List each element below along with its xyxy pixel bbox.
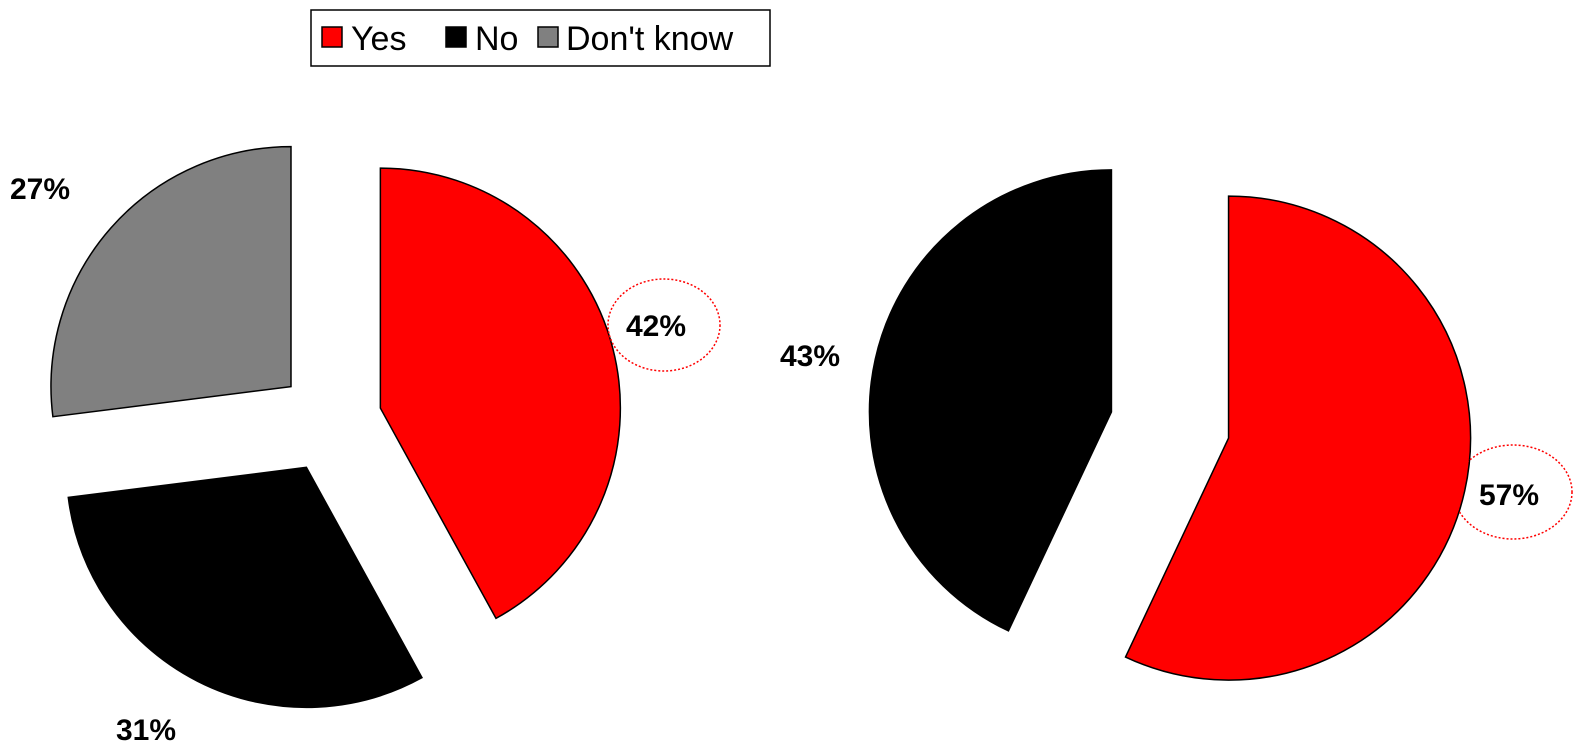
legend-swatch-no: [445, 26, 467, 48]
legend-swatch-dont-know: [537, 26, 559, 48]
legend-swatch-yes: [321, 26, 343, 48]
legend: Yes No Don't know: [310, 9, 771, 67]
pie2-slice-yes: [1124, 195, 1472, 681]
pie1-slice-dont-know: [50, 145, 292, 418]
pie1-highlight-circle: [607, 278, 721, 372]
pie2-highlight-circle: [1453, 444, 1573, 540]
pie2-slice-no: [868, 169, 1113, 632]
pie2-label-yes: 57%: [1479, 479, 1539, 512]
legend-label-yes: Yes: [351, 20, 406, 58]
pie1-label-dont-know: 27%: [10, 173, 70, 206]
pie-chart-2: 57% 43%: [780, 169, 1573, 681]
legend-label-no: No: [475, 20, 518, 58]
pie1-slice-yes: [379, 167, 622, 620]
pie1-slice-no: [67, 466, 424, 709]
legend-label-dont-know: Don't know: [566, 20, 734, 58]
pie2-label-no: 43%: [780, 340, 840, 373]
pie1-label-no: 31%: [116, 714, 176, 747]
pie1-label-yes: 42%: [626, 310, 686, 343]
pie-chart-1: 42% 31% 27%: [10, 145, 721, 747]
